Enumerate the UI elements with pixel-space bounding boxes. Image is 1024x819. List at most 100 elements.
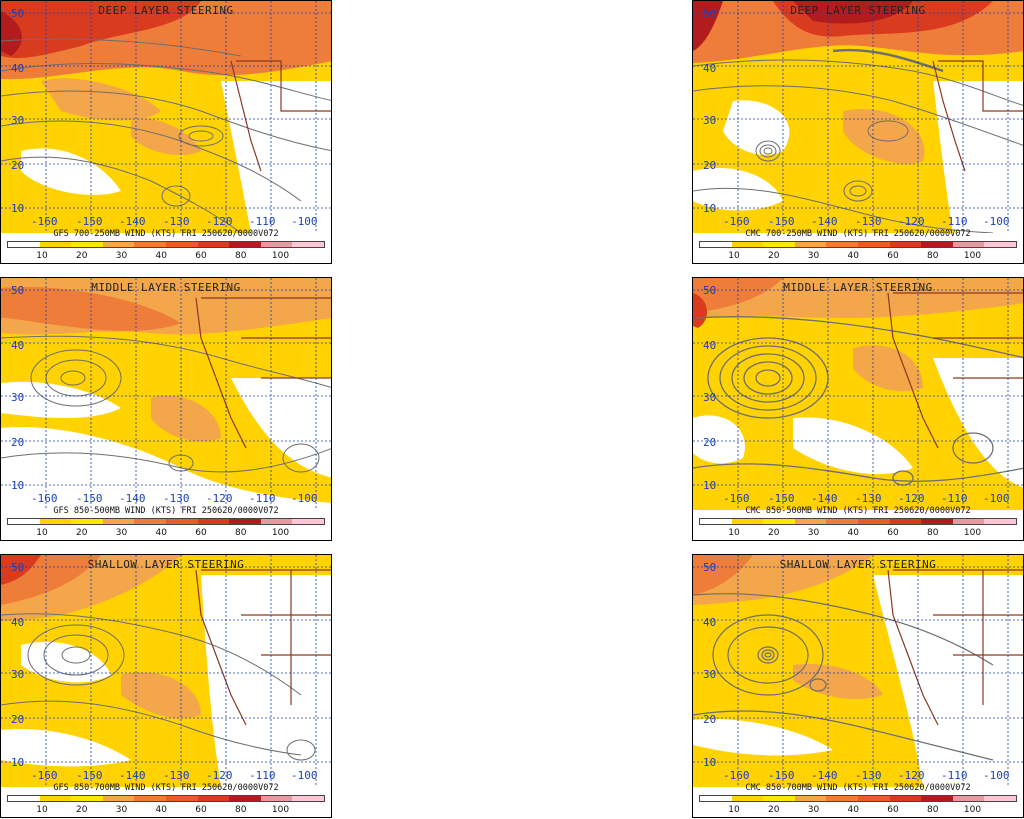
lon-label: -160	[723, 492, 750, 505]
colorbar-label: 20	[75, 528, 88, 538]
panel-title: SHALLOW LAYER STEERING	[779, 558, 937, 571]
lat-label: 50	[703, 284, 716, 297]
colorbar-label: 20	[75, 251, 88, 261]
colorbar-swatch	[857, 519, 890, 524]
lon-label: -110	[249, 769, 276, 782]
colorbar-swatch	[292, 796, 324, 801]
colorbar-labels: 10 20 30 40 60 80 100	[7, 528, 325, 540]
lon-label: -150	[768, 215, 795, 228]
colorbar-labels: 10 20 30 40 60 80 100	[699, 528, 1017, 540]
colorbar-swatch	[134, 242, 166, 247]
colorbar-label: 30	[807, 251, 820, 261]
lon-label: -160	[31, 769, 58, 782]
lat-label: 50	[11, 284, 24, 297]
colorbar-label: 10	[728, 805, 740, 815]
colorbar-swatch	[71, 242, 103, 247]
colorbar-labels: 10 20 30 40 60 80 100	[699, 805, 1017, 817]
colorbar-label: 10	[36, 528, 48, 538]
panel-cmc-shallow: 50 40 30 20 10 -160 -150 -140 -130 -120 …	[692, 554, 1024, 818]
colorbar-label: 20	[767, 251, 780, 261]
colorbar-label: 60	[887, 251, 899, 261]
lon-label: -120	[898, 492, 925, 505]
colorbar-swatch	[731, 796, 764, 801]
lat-label: 40	[11, 62, 24, 75]
colorbar-swatch	[952, 796, 985, 801]
lon-label: -120	[898, 769, 925, 782]
colorbar	[699, 518, 1017, 525]
lat-label: 20	[11, 436, 24, 449]
colorbar-swatch	[763, 242, 795, 247]
lat-label: 30	[11, 114, 24, 127]
colorbar-label: 40	[847, 805, 859, 815]
lon-label: -130	[163, 769, 190, 782]
colorbar-swatch	[700, 519, 732, 524]
lat-label: 30	[703, 668, 716, 681]
colorbar-label: 30	[115, 528, 128, 538]
lat-label: 10	[703, 479, 716, 492]
colorbar-label: 100	[963, 251, 982, 261]
colorbar-swatch	[229, 242, 261, 247]
lat-label: 20	[703, 159, 716, 172]
lat-label: 50	[703, 561, 716, 574]
colorbar-swatch	[984, 796, 1016, 801]
panel-title: SHALLOW LAYER STEERING	[87, 558, 245, 571]
colorbar-label: 60	[887, 805, 899, 815]
panel-title: DEEP LAYER STEERING	[790, 4, 926, 17]
colorbar-swatch	[921, 242, 953, 247]
colorbar-label: 30	[115, 805, 128, 815]
colorbar	[7, 241, 325, 248]
colorbar-label: 100	[271, 528, 290, 538]
lat-label: 40	[11, 616, 24, 629]
lat-label: 10	[11, 756, 24, 769]
colorbar-swatch	[984, 519, 1016, 524]
colorbar-swatch	[39, 519, 72, 524]
lon-label: -140	[811, 769, 838, 782]
colorbar-labels: 10 20 30 40 60 80 100	[699, 251, 1017, 263]
colorbar-swatch	[921, 519, 953, 524]
colorbar-label: 60	[195, 528, 207, 538]
lon-label: -100	[983, 769, 1010, 782]
lon-label: -160	[31, 492, 58, 505]
colorbar-label: 100	[271, 805, 290, 815]
lat-label: 40	[703, 62, 716, 75]
colorbar-label: 20	[767, 805, 780, 815]
colorbar-swatch	[165, 519, 198, 524]
lon-label: -110	[941, 492, 968, 505]
colorbar-swatch	[731, 519, 764, 524]
colorbar-swatch	[8, 796, 40, 801]
lon-label: -100	[291, 215, 318, 228]
lon-label: -100	[291, 769, 318, 782]
lon-label: -160	[31, 215, 58, 228]
colorbar-label: 60	[195, 251, 207, 261]
colorbar-label: 40	[847, 251, 859, 261]
colorbar-swatch	[731, 242, 764, 247]
panel-info: GFS 850-700MB WIND (KTS) FRI 250620/0000…	[53, 783, 279, 793]
colorbar-label: 80	[234, 251, 247, 261]
lon-label: -110	[249, 215, 276, 228]
colorbar-swatch	[794, 242, 827, 247]
lon-label: -150	[76, 215, 103, 228]
colorbar-label: 80	[234, 528, 247, 538]
panel-info: CMC 700-250MB WIND (KTS) FRI 250620/0000…	[745, 229, 971, 239]
colorbar-labels: 10 20 30 40 60 80 100	[7, 805, 325, 817]
lat-label: 30	[703, 114, 716, 127]
colorbar-swatch	[134, 796, 166, 801]
colorbar-swatch	[921, 796, 953, 801]
colorbar-label: 60	[887, 528, 899, 538]
lon-label: -120	[206, 492, 233, 505]
steering-map: 50 40 30 20 10 -160 -150 -140 -130 -120 …	[693, 1, 1023, 233]
colorbar-swatch	[984, 242, 1016, 247]
colorbar-swatch	[857, 242, 890, 247]
colorbar-label: 60	[195, 805, 207, 815]
colorbar-label: 10	[728, 528, 740, 538]
steering-map: 50 40 30 20 10 -160 -150 -140 -130 -120 …	[1, 555, 331, 787]
lon-label: -130	[163, 215, 190, 228]
panel-cmc-deep: 50 40 30 20 10 -160 -150 -140 -130 -120 …	[692, 0, 1024, 264]
lat-label: 50	[11, 7, 24, 20]
lat-label: 30	[11, 668, 24, 681]
colorbar-swatch	[952, 242, 985, 247]
lon-label: -140	[119, 769, 146, 782]
colorbar-label: 40	[847, 528, 859, 538]
panel-cmc-middle: 50 40 30 20 10 -160 -150 -140 -130 -120 …	[692, 277, 1024, 541]
lat-label: 40	[703, 339, 716, 352]
